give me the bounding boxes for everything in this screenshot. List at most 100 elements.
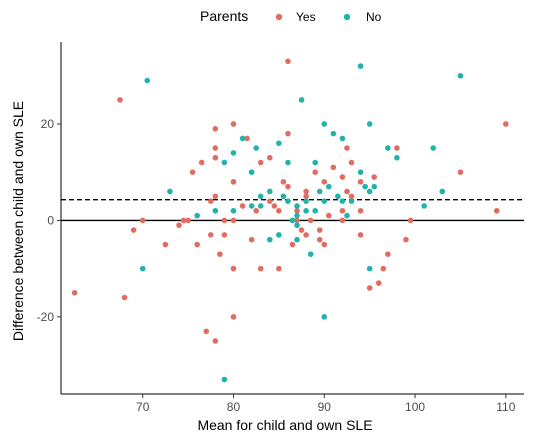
data-point-yes	[339, 217, 346, 224]
data-point-yes	[366, 285, 373, 291]
data-point-yes	[203, 328, 210, 335]
data-point-no	[385, 145, 391, 151]
data-point-yes	[267, 154, 273, 161]
data-point-no	[339, 135, 346, 142]
data-point-no	[298, 97, 305, 103]
data-point-no	[285, 198, 291, 204]
data-point-no	[366, 121, 373, 127]
data-point-yes	[248, 236, 255, 243]
data-point-yes	[380, 265, 387, 272]
data-point-yes	[303, 232, 309, 238]
data-point-yes	[371, 174, 378, 180]
x-tick-label: 90	[318, 400, 332, 414]
y-tick-label: 20	[41, 117, 55, 131]
data-point-no	[253, 145, 259, 151]
data-point-yes	[330, 164, 337, 171]
data-point-no	[362, 183, 368, 190]
data-point-no	[248, 203, 255, 209]
data-point-yes	[230, 314, 237, 320]
data-point-yes	[212, 193, 219, 200]
legend-label-no: No	[366, 10, 382, 24]
data-point-yes	[212, 338, 219, 344]
x-tick-label: 80	[227, 400, 241, 414]
data-point-no	[257, 193, 264, 200]
data-point-no	[312, 159, 318, 166]
data-point-yes	[212, 125, 219, 132]
data-point-yes	[276, 207, 282, 214]
data-point-yes	[130, 227, 137, 233]
data-point-yes	[221, 217, 228, 224]
data-point-no	[335, 193, 341, 200]
data-point-no	[139, 265, 146, 272]
data-point-yes	[403, 236, 409, 243]
data-point-yes	[339, 207, 346, 214]
legend-key-no	[343, 13, 351, 21]
data-point-yes	[385, 251, 391, 257]
data-point-no	[344, 212, 350, 219]
data-point-no	[285, 159, 291, 166]
data-point-yes	[285, 183, 291, 190]
y-tick-label: -20	[37, 310, 55, 324]
data-point-yes	[221, 232, 228, 238]
data-point-yes	[303, 193, 309, 200]
data-point-yes	[285, 58, 291, 65]
data-point-yes	[257, 159, 264, 166]
data-point-yes	[339, 174, 346, 180]
data-point-yes	[121, 294, 128, 301]
data-point-yes	[280, 179, 287, 185]
data-point-yes	[357, 207, 364, 214]
data-point-yes	[244, 135, 250, 142]
data-point-no	[248, 169, 255, 175]
plot-panel: 70 80 90 100 110 -20 0 20	[37, 42, 524, 414]
data-point-no	[366, 265, 373, 272]
data-point-yes	[503, 121, 509, 127]
data-point-no	[371, 183, 378, 190]
data-point-no	[430, 145, 437, 151]
data-point-yes	[294, 207, 300, 214]
data-point-yes	[285, 130, 291, 137]
data-point-no	[321, 198, 328, 204]
data-point-yes	[289, 241, 296, 248]
data-point-yes	[326, 212, 332, 219]
data-point-no	[421, 203, 427, 209]
data-point-no	[289, 217, 296, 224]
data-point-no	[230, 207, 237, 214]
x-tick-label: 110	[496, 400, 515, 414]
data-point-yes	[276, 265, 282, 272]
data-point-no	[280, 193, 287, 200]
data-point-no	[167, 188, 173, 195]
data-point-yes	[348, 193, 355, 200]
data-point-yes	[253, 207, 259, 214]
data-point-no	[357, 169, 364, 175]
x-axis-title: Mean for child and own SLE	[197, 417, 372, 433]
data-point-yes	[176, 222, 182, 229]
data-point-no	[457, 72, 464, 79]
data-point-yes	[194, 241, 200, 248]
x-tick-label: 100	[405, 400, 425, 414]
data-point-yes	[493, 207, 500, 214]
data-point-yes	[117, 97, 123, 103]
data-point-yes	[230, 121, 237, 127]
data-point-yes	[189, 169, 196, 175]
data-point-yes	[207, 232, 214, 238]
data-point-no	[276, 232, 282, 238]
data-point-no	[230, 150, 237, 156]
data-point-no	[307, 251, 314, 257]
data-point-yes	[312, 169, 318, 175]
data-point-yes	[375, 280, 382, 286]
data-point-yes	[212, 145, 219, 151]
data-point-no	[221, 376, 228, 383]
data-point-no	[221, 159, 228, 166]
y-axis-title: Difference between child and own SLE	[10, 101, 26, 341]
data-point-no	[326, 183, 332, 190]
data-point-no	[267, 188, 273, 195]
data-point-yes	[294, 217, 300, 224]
data-point-yes	[267, 198, 273, 204]
data-point-yes	[348, 159, 355, 166]
data-point-no	[394, 154, 400, 161]
legend-key-yes	[275, 13, 283, 21]
data-point-no	[366, 188, 373, 195]
data-point-yes	[321, 179, 328, 185]
data-point-yes	[357, 232, 364, 238]
